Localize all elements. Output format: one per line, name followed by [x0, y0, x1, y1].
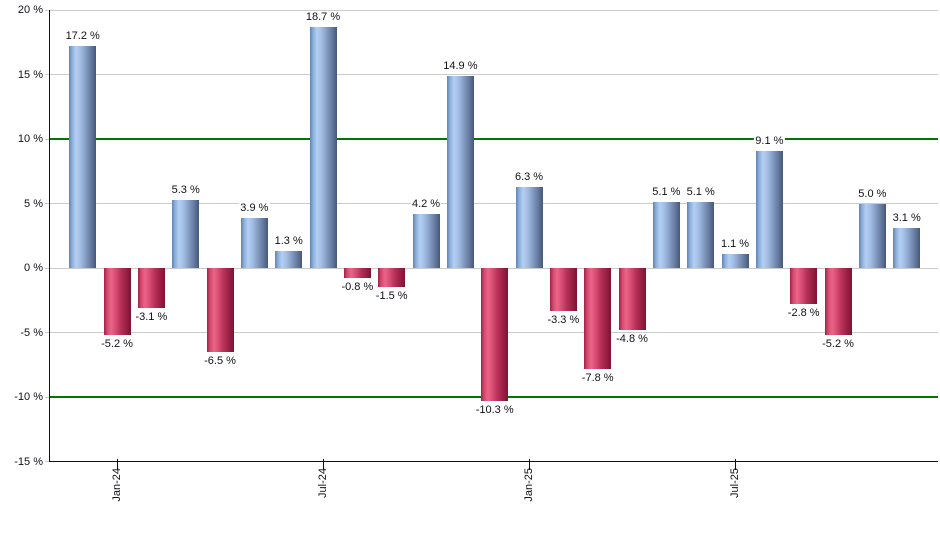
bar-value-label: -6.5 % — [203, 354, 237, 368]
gridline-20pct — [50, 9, 938, 11]
bar-1 — [69, 46, 97, 268]
y-axis-line — [48, 9, 50, 462]
y-axis-tick — [45, 74, 50, 75]
bar-value-label: 18.7 % — [304, 10, 342, 24]
bar-5 — [206, 268, 234, 352]
x-axis-tick-jan-25 — [528, 458, 530, 470]
bar-4 — [172, 199, 200, 268]
bar-value-label: 1.1 % — [719, 237, 751, 251]
y-tick-label: -15 % — [14, 455, 43, 468]
x-tick-label-jan-25: Jan-25 — [523, 467, 536, 502]
y-axis-tick — [45, 332, 50, 333]
bar-19 — [687, 202, 715, 268]
bar-7 — [275, 251, 303, 268]
bar-value-label: -10.3 % — [474, 403, 515, 417]
y-axis-tick — [45, 396, 50, 398]
bar-value-label: 4.2 % — [410, 197, 442, 211]
x-tick-label-wrap: Jan-24 — [111, 468, 123, 514]
bar-value-label: -0.8 % — [340, 281, 375, 295]
bar-value-label: 17.2 % — [64, 30, 101, 44]
y-tick-label: -5 % — [20, 326, 43, 339]
x-tick-label-jul-24: Jul-24 — [317, 467, 330, 498]
x-axis-line — [50, 460, 938, 463]
bar-13 — [481, 268, 509, 401]
y-axis-tick — [45, 138, 50, 140]
x-tick-label-wrap: Jan-25 — [523, 468, 535, 514]
x-tick-label-jul-25: Jul-25 — [729, 467, 742, 498]
y-tick-label: 20 % — [17, 4, 43, 16]
bar-value-label: -3.1 % — [134, 310, 169, 324]
bar-15 — [549, 268, 577, 311]
bar-10 — [378, 268, 406, 288]
bar-24 — [858, 203, 886, 268]
bar-21 — [755, 150, 783, 268]
y-axis-tick — [45, 203, 50, 204]
bar-16 — [584, 268, 612, 369]
y-axis-tick — [45, 267, 50, 269]
bar-value-label: 3.1 % — [891, 212, 922, 225]
bar-value-label: -2.8 % — [786, 307, 821, 321]
bar-value-label: -7.8 % — [580, 371, 615, 385]
bar-value-label: 9.1 % — [754, 134, 785, 148]
bar-value-label: 14.9 % — [442, 59, 479, 73]
y-tick-label: -10 % — [14, 391, 43, 403]
y-tick-label: 0 % — [24, 262, 43, 274]
x-tick-label-wrap: Jul-24 — [317, 468, 329, 514]
bar-value-label: 3.9 % — [239, 201, 270, 215]
x-axis-tick-jan-24 — [116, 458, 118, 470]
y-tick-label: 15 % — [17, 68, 43, 81]
bar-25 — [893, 228, 921, 268]
bar-18 — [652, 202, 680, 268]
x-tick-label-jan-24: Jan-24 — [111, 467, 124, 502]
bar-value-label: 5.1 % — [651, 186, 682, 200]
bar-value-label: -4.8 % — [615, 332, 649, 346]
reference-line-10pct — [50, 138, 938, 140]
bar-value-label: -5.2 % — [100, 338, 134, 352]
gridline-15pct — [50, 74, 938, 75]
bar-value-label: 5.0 % — [857, 187, 888, 201]
y-axis-tick — [45, 9, 50, 11]
bar-value-label: 5.3 % — [170, 183, 201, 197]
bar-value-label: -5.2 % — [821, 338, 855, 352]
bar-8 — [309, 26, 337, 268]
y-axis-tick — [45, 461, 50, 462]
bar-6 — [240, 217, 268, 268]
bar-value-label: 5.1 % — [685, 186, 716, 200]
bar-9 — [343, 268, 371, 279]
bar-11 — [412, 213, 440, 268]
bar-value-label: -3.3 % — [546, 313, 581, 327]
gridline-5pct — [50, 203, 938, 204]
bar-3 — [137, 268, 165, 308]
x-tick-label-wrap: Jul-25 — [729, 468, 741, 514]
bar-value-label: -1.5 % — [374, 290, 409, 304]
bar-2 — [103, 268, 131, 336]
x-axis-tick-jul-24 — [322, 458, 324, 470]
x-axis-tick-jul-25 — [734, 458, 736, 470]
bar-17 — [618, 268, 646, 330]
bar-14 — [515, 186, 543, 268]
bar-value-label: 6.3 % — [513, 170, 545, 184]
bar-23 — [824, 268, 852, 336]
bar-20 — [721, 253, 749, 268]
bar-22 — [790, 268, 818, 305]
y-tick-label: 5 % — [24, 197, 43, 210]
bar-value-label: 1.3 % — [273, 235, 304, 249]
bar-12 — [446, 75, 474, 268]
y-tick-label: 10 % — [17, 133, 43, 145]
